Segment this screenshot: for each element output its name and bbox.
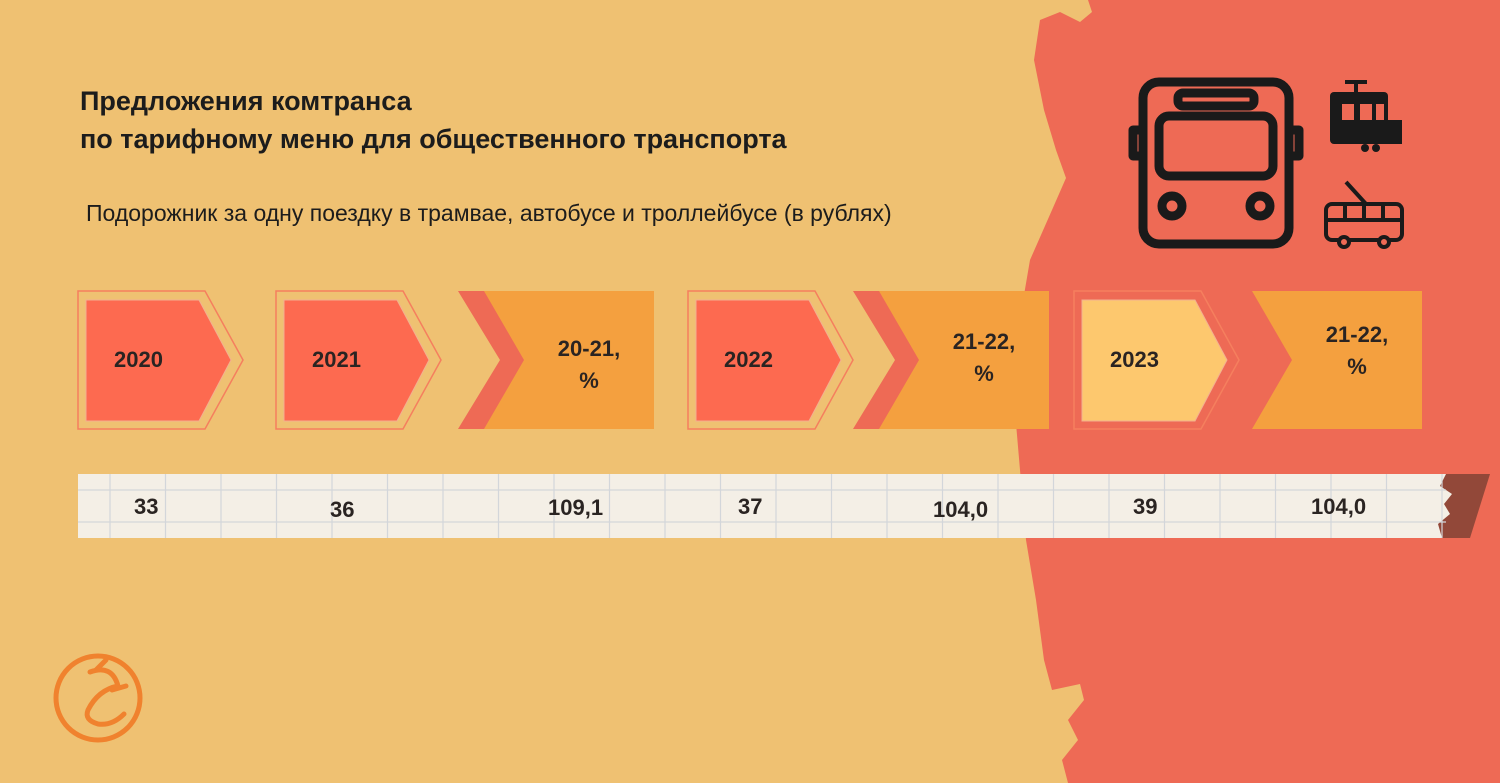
percent-label-line-2: % [579, 368, 599, 393]
percent-label-line-1: 21-22, [952, 329, 1016, 354]
chart-title: Предложения комтранса по тарифному меню … [80, 82, 787, 158]
percent-label-line-2: % [1347, 354, 1367, 379]
bus-icon [1128, 77, 1304, 249]
logo-icon [53, 653, 143, 743]
percent-label-line-1: 20-21, [557, 336, 621, 361]
trolleybus-icon [1324, 180, 1404, 249]
year-arrow-2022 [687, 290, 854, 430]
percent-label: 21-22,% [1292, 319, 1422, 383]
value-strip [78, 474, 1490, 538]
value-cell: 36 [330, 497, 355, 522]
value-cell: 33 [134, 494, 159, 519]
year-label: 2022 [724, 347, 773, 372]
year-arrow-2023 [1073, 290, 1240, 430]
year-arrow-2020 [77, 290, 244, 430]
value-cell: 104,0 [1311, 494, 1367, 519]
year-label: 2021 [312, 347, 361, 372]
year-arrow-2021 [275, 290, 442, 430]
year-label: 2020 [114, 347, 163, 372]
percent-box-4 [853, 291, 1049, 429]
percent-label-line-2: % [974, 361, 994, 386]
value-cell: 37 [738, 494, 763, 519]
percent-label: 21-22,% [919, 326, 1049, 390]
title-line-2: по тарифному меню для общественного тран… [80, 124, 787, 154]
percent-label-line-1: 21-22, [1325, 322, 1389, 347]
value-cell: 39 [1133, 494, 1158, 519]
percent-box-2 [458, 291, 654, 429]
value-cell: 104,0 [933, 497, 989, 522]
percent-label: 20-21,% [524, 333, 654, 397]
tram-icon [1330, 80, 1402, 152]
percent-box-6 [1226, 291, 1422, 429]
title-line-1: Предложения комтранса [80, 86, 412, 116]
chart-subtitle: Подорожник за одну поездку в трамвае, ав… [86, 200, 892, 226]
value-cell: 109,1 [548, 495, 604, 520]
year-label: 2023 [1110, 347, 1159, 372]
